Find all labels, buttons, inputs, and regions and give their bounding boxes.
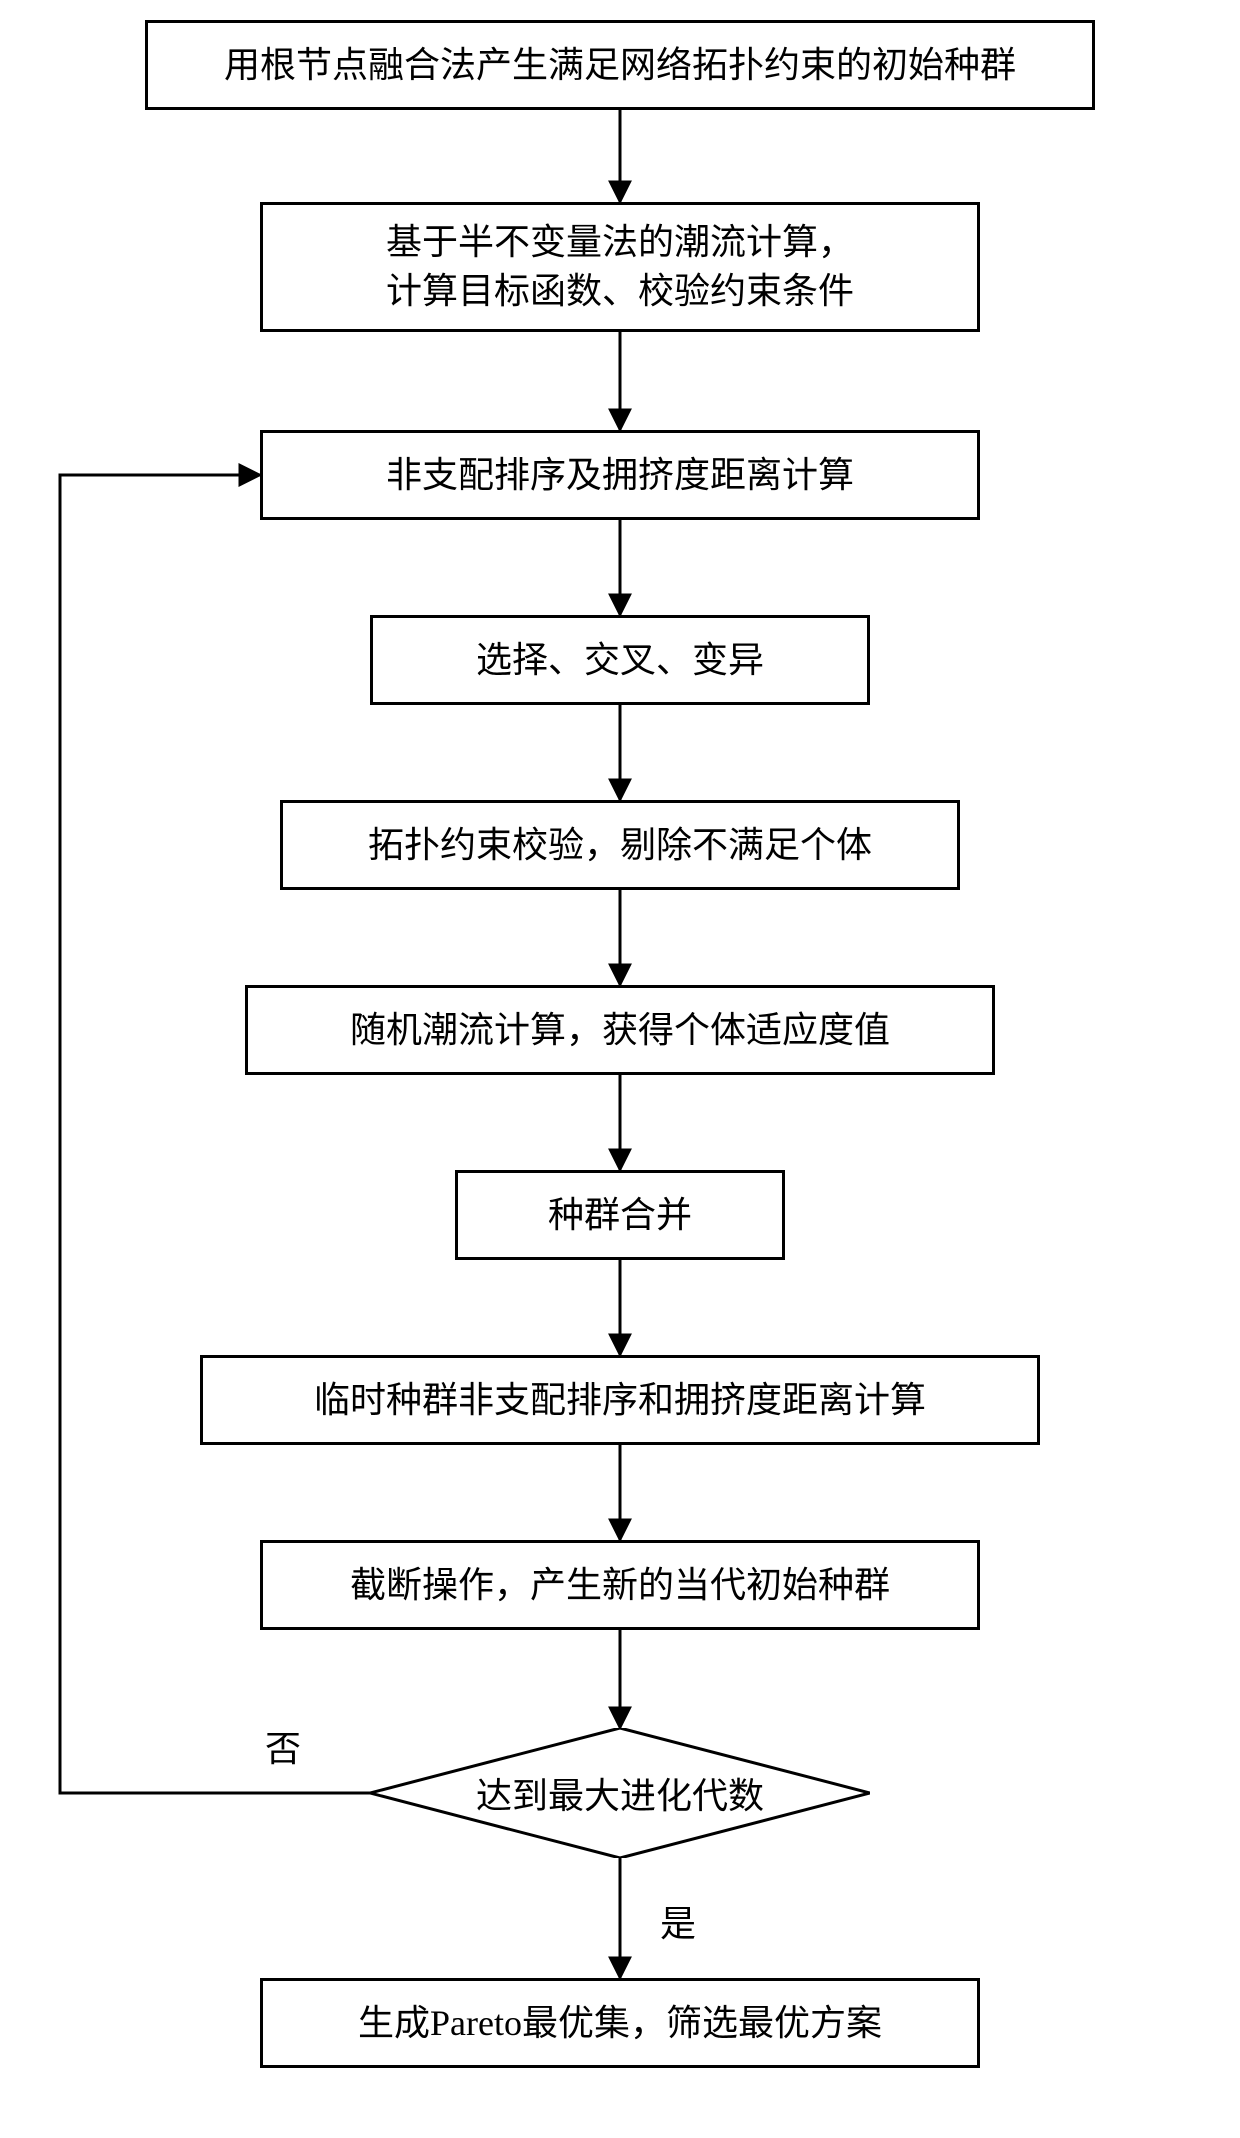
node-label: 临时种群非支配排序和拥挤度距离计算 — [314, 1376, 926, 1425]
edge-label-no: 否 — [265, 1720, 301, 1772]
node-label: 达到最大进化代数 — [476, 1767, 764, 1819]
node-label: 种群合并 — [548, 1191, 692, 1240]
node-power-flow-calc: 基于半不变量法的潮流计算， 计算目标函数、校验约束条件 — [260, 202, 980, 332]
node-label: 随机潮流计算，获得个体适应度值 — [350, 1006, 890, 1055]
edge-label-yes: 是 — [660, 1895, 696, 1947]
node-label: 基于半不变量法的潮流计算， 计算目标函数、校验约束条件 — [386, 218, 854, 315]
node-label: 生成Pareto最优集，筛选最优方案 — [358, 1999, 882, 2048]
node-label: 截断操作，产生新的当代初始种群 — [350, 1561, 890, 1610]
node-max-generation-decision: 达到最大进化代数 — [370, 1728, 870, 1858]
node-temp-sort-crowding: 临时种群非支配排序和拥挤度距离计算 — [200, 1355, 1040, 1445]
node-non-dominated-sort: 非支配排序及拥挤度距离计算 — [260, 430, 980, 520]
node-random-flow-fitness: 随机潮流计算，获得个体适应度值 — [245, 985, 995, 1075]
node-label: 非支配排序及拥挤度距离计算 — [386, 451, 854, 500]
node-label: 拓扑约束校验，剔除不满足个体 — [368, 821, 872, 870]
node-initial-population: 用根节点融合法产生满足网络拓扑约束的初始种群 — [145, 20, 1095, 110]
node-label: 选择、交叉、变异 — [476, 636, 764, 685]
node-select-cross-mutate: 选择、交叉、变异 — [370, 615, 870, 705]
node-truncate-new-gen: 截断操作，产生新的当代初始种群 — [260, 1540, 980, 1630]
node-label: 用根节点融合法产生满足网络拓扑约束的初始种群 — [224, 41, 1016, 90]
node-topology-check: 拓扑约束校验，剔除不满足个体 — [280, 800, 960, 890]
node-pareto-output: 生成Pareto最优集，筛选最优方案 — [260, 1978, 980, 2068]
flowchart-container: 用根节点融合法产生满足网络拓扑约束的初始种群 基于半不变量法的潮流计算， 计算目… — [0, 0, 1240, 2138]
node-merge-population: 种群合并 — [455, 1170, 785, 1260]
